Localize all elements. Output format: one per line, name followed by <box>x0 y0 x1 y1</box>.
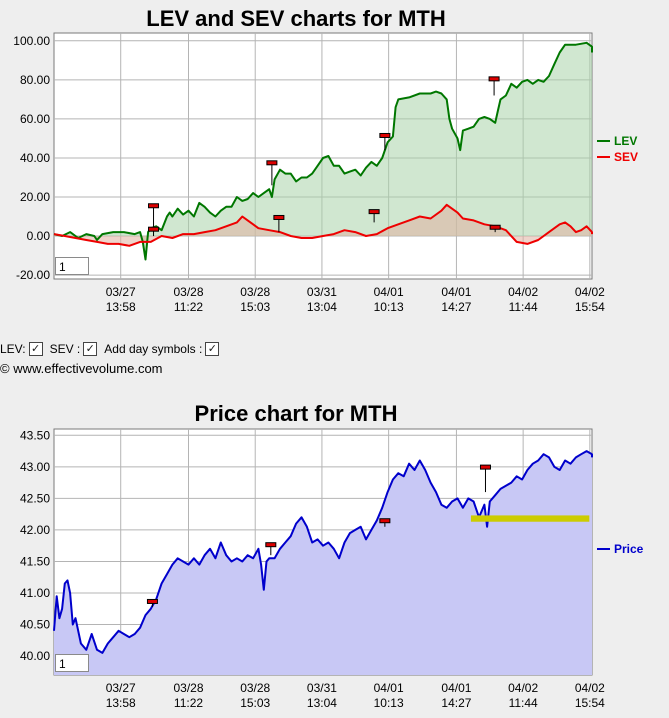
lev-xtick-date: 03/31 <box>307 285 337 299</box>
lev-xtick-time: 13:04 <box>307 300 337 314</box>
price-xtick-date: 04/02 <box>508 681 538 695</box>
price-xtick-date: 03/31 <box>307 681 337 695</box>
price-xtick-date: 04/01 <box>374 681 404 695</box>
lev-xtick-date: 03/27 <box>106 285 136 299</box>
sev-toggle-label: SEV : <box>49 342 81 356</box>
lev-area-sev <box>54 204 592 246</box>
lev-xtick-time: 13:58 <box>106 300 136 314</box>
lev-day-marker-flag <box>368 209 380 215</box>
price-xtick-time: 11:22 <box>174 696 203 710</box>
lev-day-marker-flag <box>488 76 500 82</box>
price-y-axis: 43.50 43.00 42.50 42.00 41.50 41.00 40.50 40.00 <box>20 428 50 663</box>
lev-sev-chart: LEV and SEV charts for MTH 100.00 80.00 60… <box>13 6 638 314</box>
price-ytick-label: 42.00 <box>20 523 50 537</box>
lev-ytick-label: 40.00 <box>20 151 50 165</box>
lev-line-sev <box>53 203 593 247</box>
day-symbols-label: Add day symbols : <box>104 342 203 356</box>
lev-legend: LEV SEV <box>597 134 638 164</box>
lev-chart-title: LEV and SEV charts for MTH <box>146 6 446 31</box>
lev-day-marker-flag <box>266 160 278 166</box>
lev-xtick-date: 04/02 <box>508 285 538 299</box>
lev-xtick-date: 04/02 <box>575 285 605 299</box>
lev-day-marker-flag <box>148 203 160 209</box>
price-ytick-label: 41.50 <box>20 554 50 568</box>
price-xtick-time: 10:13 <box>374 696 404 710</box>
chart-controls: LEV: ✓ SEV : ✓ Add day symbols : ✓ <box>0 342 223 356</box>
day-symbols-checkbox[interactable]: ✓ <box>205 342 220 356</box>
lev-day-marker-flag <box>379 132 391 138</box>
price-legend: Price <box>597 542 644 556</box>
price-ytick-label: 40.50 <box>20 618 50 632</box>
price-area-price <box>54 451 592 675</box>
price-support-band-rect <box>470 515 590 522</box>
copyright-text: © www.effectivevolume.com <box>0 361 163 376</box>
price-ytick-label: 42.50 <box>20 491 50 505</box>
price-line-price <box>53 450 593 654</box>
price-support-band <box>470 515 590 522</box>
price-series-group <box>53 450 593 675</box>
price-xtick-date: 04/02 <box>575 681 605 695</box>
lev-xtick-time: 11:22 <box>174 300 203 314</box>
price-x-axis: 03/2713:5803/2811:2203/2815:0303/3113:04… <box>106 681 605 710</box>
lev-xtick-date: 03/28 <box>240 285 270 299</box>
price-ytick-label: 43.00 <box>20 460 50 474</box>
lev-xtick-date: 03/28 <box>173 285 203 299</box>
lev-day-markers <box>148 76 501 237</box>
lev-scale-input[interactable]: 1 <box>55 257 89 275</box>
price-chart: Price chart for MTH 43.50 43.00 42.50 42.00… <box>20 401 644 710</box>
lev-xtick-time: 10:13 <box>374 300 404 314</box>
lev-xtick-date: 04/01 <box>374 285 404 299</box>
lev-grid <box>54 33 592 279</box>
price-ytick-label: 43.50 <box>20 428 50 442</box>
lev-area-lev <box>54 42 592 260</box>
lev-toggle-checkbox[interactable]: ✓ <box>28 342 43 356</box>
legend-label-price: Price <box>614 542 644 556</box>
lev-day-marker-flag <box>489 224 501 230</box>
lev-toggle-label: LEV: <box>0 342 26 356</box>
lev-xtick-time: 11:44 <box>509 300 538 314</box>
lev-ytick-label: 100.00 <box>13 34 50 48</box>
price-xtick-date: 03/27 <box>106 681 136 695</box>
sev-toggle-checkbox[interactable]: ✓ <box>83 342 98 356</box>
lev-ytick-label: 0.00 <box>27 229 51 243</box>
legend-label-lev: LEV <box>614 134 637 148</box>
lev-y-axis: 100.00 80.00 60.00 40.00 20.00 0.00 -20.00 <box>13 34 50 282</box>
lev-ytick-label: 80.00 <box>20 73 50 87</box>
lev-ytick-label: 60.00 <box>20 112 50 126</box>
price-ytick-label: 40.00 <box>20 649 50 663</box>
price-xtick-time: 15:54 <box>575 696 605 710</box>
lev-x-axis: 03/2713:5803/2811:2203/2815:0303/3113:04… <box>106 285 605 314</box>
lev-xtick-time: 15:03 <box>240 300 270 314</box>
lev-xtick-time: 15:54 <box>575 300 605 314</box>
price-xtick-time: 14:27 <box>441 696 471 710</box>
price-ytick-label: 41.00 <box>20 586 50 600</box>
price-day-marker-flag <box>379 518 391 524</box>
price-xtick-time: 13:58 <box>106 696 136 710</box>
price-xtick-date: 03/28 <box>173 681 203 695</box>
lev-day-marker-flag <box>273 214 285 220</box>
price-xtick-time: 13:04 <box>307 696 337 710</box>
price-scale-input[interactable]: 1 <box>55 654 89 672</box>
lev-ytick-label: -20.00 <box>16 268 50 282</box>
lev-xtick-date: 04/01 <box>441 285 471 299</box>
lev-xtick-time: 14:27 <box>441 300 471 314</box>
price-day-marker-flag <box>479 464 491 470</box>
legend-label-sev: SEV <box>614 150 638 164</box>
price-xtick-date: 03/28 <box>240 681 270 695</box>
price-day-markers <box>146 464 491 607</box>
price-chart-title: Price chart for MTH <box>195 401 398 426</box>
lev-day-marker-flag <box>148 226 160 232</box>
price-xtick-date: 04/01 <box>441 681 471 695</box>
lev-ytick-label: 20.00 <box>20 190 50 204</box>
price-xtick-time: 15:03 <box>240 696 270 710</box>
price-xtick-time: 11:44 <box>509 696 538 710</box>
price-day-marker-flag <box>265 542 277 548</box>
price-day-marker-flag <box>146 598 158 604</box>
